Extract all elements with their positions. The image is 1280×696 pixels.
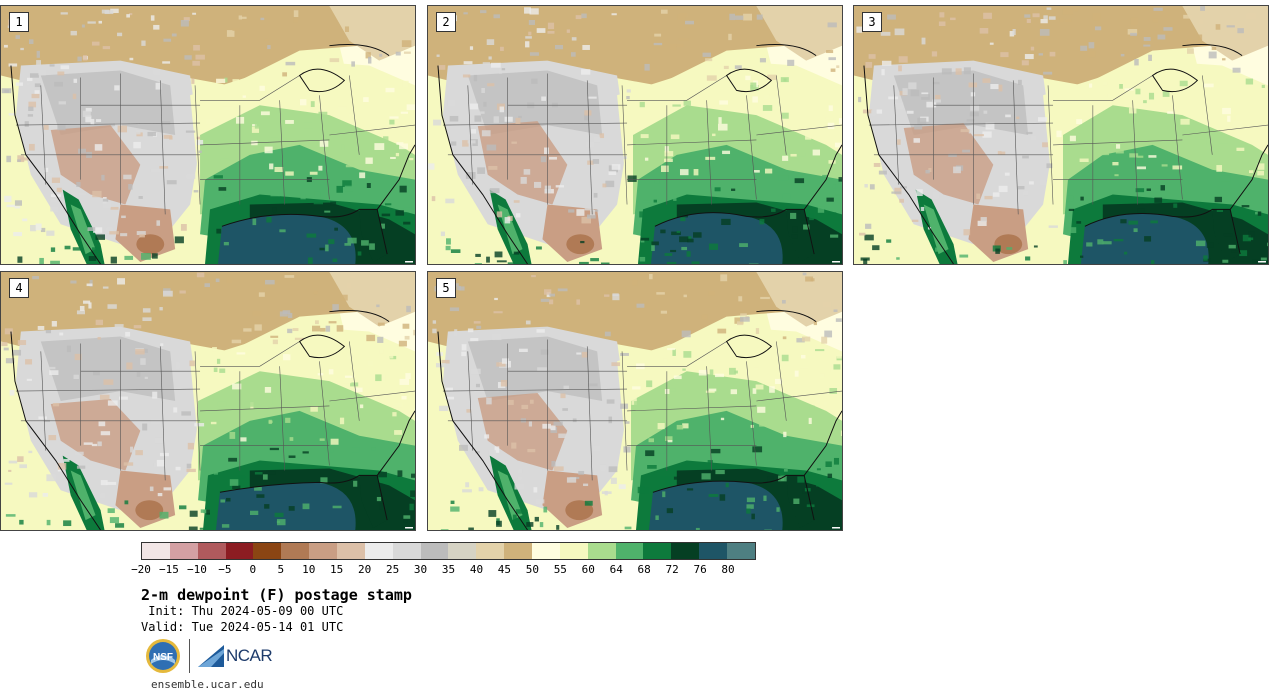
panel-number-label: 4	[9, 278, 29, 298]
map-panel-1: 1	[0, 5, 416, 265]
colorbar-tick-label: −5	[218, 563, 232, 576]
dewpoint-colorbar	[141, 542, 756, 560]
logo-bar: NSF NCAR	[145, 638, 273, 674]
colorbar-swatch	[559, 543, 588, 559]
dewpoint-map-2	[428, 6, 842, 264]
map-panel-5: 5	[427, 271, 843, 531]
ncar-logo-icon	[198, 645, 224, 667]
colorbar-tick-label: 72	[665, 563, 679, 576]
colorbar-tick-label: −20	[131, 563, 151, 576]
dewpoint-map-4	[1, 272, 415, 530]
desert-southwest	[477, 393, 568, 471]
colorbar-swatch	[587, 543, 616, 559]
colorbar-swatch	[253, 543, 282, 559]
colorbar-swatch	[225, 543, 254, 559]
colorbar-tick-label: 10	[302, 563, 316, 576]
colorbar-tick-label: 50	[525, 563, 539, 576]
dewpoint-map-5	[428, 272, 842, 530]
colorbar-swatch	[504, 543, 533, 559]
colorbar-tick-label: 5	[277, 563, 285, 576]
colorbar-swatch	[615, 543, 644, 559]
colorbar-tick-label: 55	[553, 563, 567, 576]
colorbar-swatch	[197, 543, 226, 559]
colorbar-swatch	[392, 543, 421, 559]
chart-title: 2-m dewpoint (F) postage stamp	[141, 586, 412, 604]
colorbar-tick-label: 76	[693, 563, 707, 576]
map-panel-3: 3	[853, 5, 1269, 265]
state-boundaries	[442, 73, 842, 215]
map-panel-4: 4	[0, 271, 416, 531]
state-boundaries	[442, 339, 842, 481]
coastlines	[10, 43, 415, 264]
colorbar-tick-label: 68	[637, 563, 651, 576]
coastlines	[10, 309, 415, 530]
panel-number-label: 5	[436, 278, 456, 298]
colorbar-tick-label: 30	[413, 563, 428, 576]
colorbar-tick-label: 40	[469, 563, 484, 576]
nsf-logo-icon: NSF	[146, 639, 180, 673]
gulf-of-mexico	[215, 482, 356, 530]
state-boundaries	[15, 339, 415, 481]
colorbar-tick-label: −15	[159, 563, 179, 576]
colorbar-swatch	[727, 543, 755, 559]
state-boundaries	[15, 73, 415, 215]
coastlines	[863, 43, 1268, 264]
init-time: Init: Thu 2024-05-09 00 UTC	[141, 604, 344, 618]
dewpoint-map-3	[854, 6, 1268, 264]
colorbar-tick-label: −10	[186, 563, 207, 576]
colorbar-swatch	[476, 543, 505, 559]
panel-number-label: 1	[9, 12, 29, 32]
colorbar-tick-label: 20	[358, 563, 372, 576]
colorbar-swatch	[169, 543, 198, 559]
map-panel-2: 2	[427, 5, 843, 265]
coastlines	[437, 43, 842, 264]
colorbar-tick-label: 64	[609, 563, 623, 576]
colorbar-tick-label: 35	[441, 563, 456, 576]
desert-southwest	[903, 123, 994, 205]
dewpoint-map-1	[1, 6, 415, 264]
logo-separator	[189, 639, 190, 673]
colorbar-swatch	[309, 543, 338, 559]
colorbar-swatch	[281, 543, 310, 559]
ncar-logo-text: NCAR	[226, 646, 273, 665]
colorbar-swatch	[142, 543, 170, 559]
gulf-of-mexico	[650, 212, 783, 264]
gulf-of-mexico	[217, 214, 356, 264]
colorbar-swatch	[532, 543, 560, 559]
colorbar-swatch	[337, 543, 365, 559]
colorbar-swatch	[643, 543, 672, 559]
desert-southwest	[50, 399, 141, 471]
colorbar-tick-label: 0	[249, 563, 257, 576]
colorbar-swatch	[699, 543, 728, 559]
colorbar-swatch	[364, 543, 393, 559]
svg-text:NSF: NSF	[153, 652, 173, 663]
panel-number-label: 2	[436, 12, 456, 32]
desert-southwest	[477, 121, 568, 205]
colorbar-swatch	[420, 543, 449, 559]
panel-number-label: 3	[862, 12, 882, 32]
colorbar-swatch	[448, 543, 477, 559]
valid-time: Valid: Tue 2024-05-14 01 UTC	[141, 620, 344, 634]
gulf-of-mexico	[648, 481, 783, 530]
state-boundaries	[868, 73, 1268, 215]
desert-southwest	[50, 125, 141, 205]
coastlines	[437, 309, 842, 530]
colorbar-tick-labels: −20 −15 −10 −5 0 5 10 15 20 25 30 35 40 45 50 55 60 64 68 7…	[131, 563, 756, 577]
colorbar-tick-label: 80	[721, 563, 735, 576]
footer-url: ensemble.ucar.edu	[151, 678, 264, 691]
colorbar-tick-label: 15	[330, 563, 344, 576]
colorbar-tick-label: 25	[385, 563, 400, 576]
colorbar-tick-label: 45	[497, 563, 512, 576]
colorbar-swatch	[671, 543, 700, 559]
colorbar-tick-label: 60	[581, 563, 595, 576]
